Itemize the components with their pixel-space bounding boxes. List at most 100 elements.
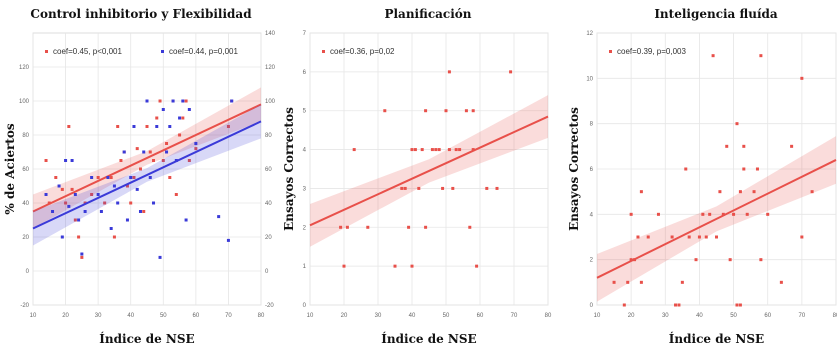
data-point	[464, 109, 468, 113]
data-point	[424, 109, 428, 113]
y2-tick-label: 120	[265, 65, 276, 71]
data-point	[77, 218, 81, 222]
y-tick-label: 2	[590, 258, 594, 264]
data-point	[434, 148, 438, 152]
data-point	[217, 215, 221, 219]
data-point	[417, 186, 421, 190]
data-point	[125, 184, 129, 188]
data-point	[718, 190, 722, 194]
data-point	[116, 201, 120, 205]
x-tick-label: 70	[511, 313, 518, 319]
data-point	[51, 210, 55, 213]
data-point	[96, 193, 100, 196]
chart-title: Control inhibitorio y Flexibilidad	[30, 7, 252, 21]
y-axis-label: % de Aciertos	[3, 123, 17, 214]
x-tick-label: 70	[799, 313, 806, 319]
y-tick-label: 0	[590, 303, 594, 309]
y-tick-label: 5	[303, 109, 307, 115]
data-point	[694, 258, 698, 262]
data-point	[125, 218, 129, 222]
x-tick-label: 50	[730, 313, 737, 319]
data-point	[708, 212, 712, 216]
x-axis-label: Índice de NSE	[381, 331, 476, 346]
y-tick-label: 6	[590, 167, 594, 173]
y-tick-label: 4	[303, 148, 307, 154]
data-point	[109, 227, 113, 230]
data-point	[670, 235, 674, 239]
y-tick-label: 80	[22, 133, 29, 139]
data-point	[629, 212, 633, 216]
data-point	[755, 167, 759, 171]
data-point	[112, 184, 116, 188]
data-point	[145, 99, 149, 103]
x-tick-label: 30	[95, 313, 102, 319]
y-tick-label: 3	[303, 186, 307, 192]
x-tick-label: 20	[341, 313, 348, 319]
x-tick-label: 10	[30, 313, 37, 319]
data-point	[471, 109, 475, 113]
legend-marker	[45, 50, 48, 53]
data-point	[57, 184, 61, 188]
data-point	[132, 125, 136, 128]
data-point	[138, 167, 142, 171]
x-tick-label: 50	[160, 313, 167, 319]
data-point	[194, 142, 198, 145]
data-point	[639, 190, 643, 194]
data-point	[135, 187, 139, 191]
data-point	[96, 176, 100, 179]
legend-label: coef=0.36, p=0,02	[330, 47, 395, 56]
data-point	[441, 186, 445, 190]
y-tick-label: 20	[22, 235, 29, 241]
data-point	[766, 212, 770, 216]
data-point	[447, 70, 451, 74]
data-point	[612, 280, 616, 284]
data-point	[352, 148, 356, 152]
data-point	[704, 235, 708, 239]
y-tick-label: 120	[19, 65, 30, 71]
data-point	[471, 148, 475, 152]
data-point	[187, 108, 191, 111]
data-point	[684, 167, 688, 171]
data-point	[345, 225, 349, 229]
data-point	[725, 144, 729, 148]
data-point	[485, 186, 489, 190]
data-point	[168, 176, 172, 179]
y2-tick-label: 0	[265, 269, 269, 275]
legend-marker	[161, 50, 164, 53]
data-point	[168, 125, 172, 128]
data-point	[90, 193, 94, 196]
data-point	[226, 238, 230, 242]
y-axis-label: Ensayos Correctos	[282, 107, 296, 231]
data-point	[674, 303, 678, 307]
data-point	[181, 116, 185, 120]
data-point	[152, 201, 156, 205]
y2-tick-label: 140	[265, 31, 276, 37]
data-point	[138, 210, 142, 213]
regression-line	[32, 103, 262, 213]
data-point	[697, 235, 701, 239]
x-tick-label: 80	[545, 313, 552, 319]
data-point	[142, 150, 146, 154]
x-tick-label: 30	[375, 313, 382, 319]
data-point	[122, 150, 126, 154]
data-point	[64, 159, 68, 162]
data-point	[424, 225, 428, 229]
data-point	[626, 280, 630, 284]
data-point	[178, 116, 182, 120]
x-tick-label: 40	[127, 313, 134, 319]
data-point	[407, 225, 411, 229]
data-point	[393, 264, 397, 268]
data-point	[728, 258, 732, 262]
data-point	[106, 176, 110, 179]
x-tick-label: 50	[443, 313, 450, 319]
data-point	[800, 235, 804, 239]
data-point	[165, 150, 169, 154]
data-point	[148, 150, 152, 154]
data-point	[129, 201, 133, 205]
x-tick-label: 20	[628, 313, 635, 319]
legend-marker	[322, 50, 325, 53]
plot-area	[309, 32, 549, 306]
data-point	[83, 210, 87, 213]
data-point	[430, 148, 434, 152]
data-point	[171, 99, 175, 103]
